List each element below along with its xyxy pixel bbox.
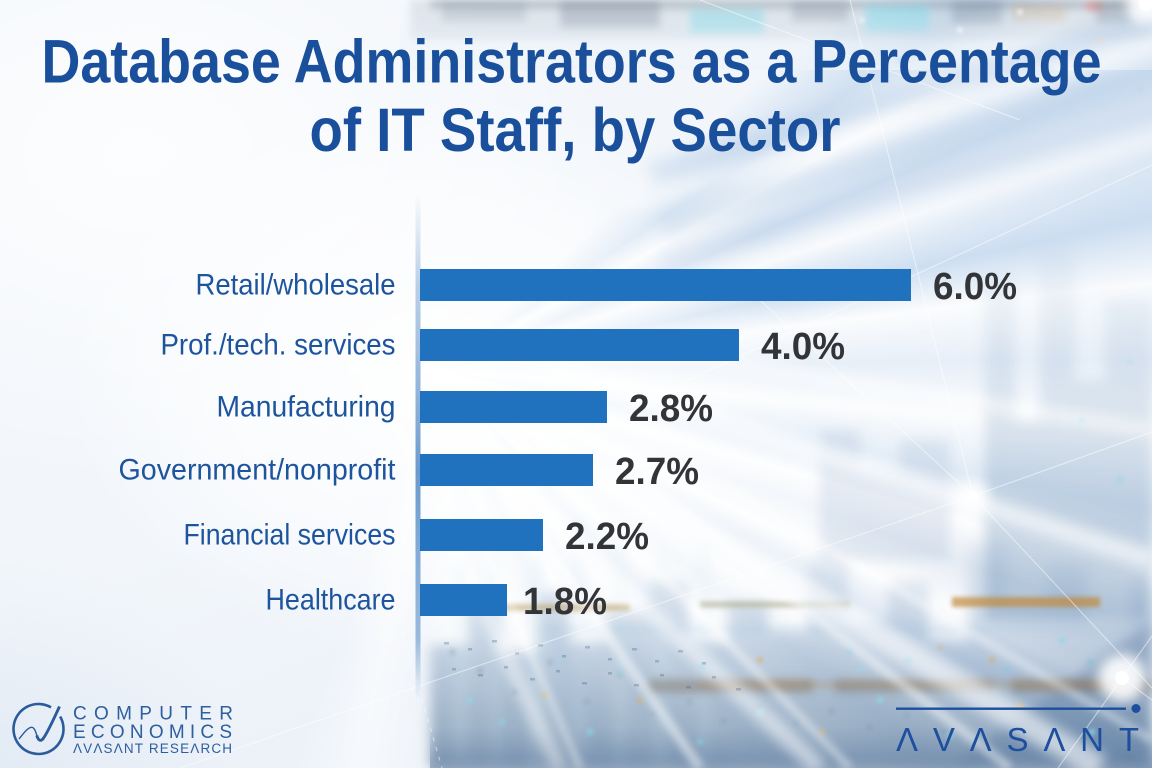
- svg-text:of IT Staff, by Sector: of IT Staff, by Sector: [310, 96, 841, 164]
- svg-text:Database Administrators as a P: Database Administrators as a Percentage: [42, 28, 1102, 96]
- svg-text:2.2%: 2.2%: [565, 516, 649, 558]
- svg-text:ΛVΛSΛNT: ΛVΛSΛNT: [896, 721, 1139, 758]
- svg-text:Healthcare: Healthcare: [266, 584, 396, 617]
- svg-text:4.0%: 4.0%: [761, 326, 845, 368]
- svg-text:Retail/wholesale: Retail/wholesale: [196, 269, 396, 302]
- svg-text:1.8%: 1.8%: [523, 581, 607, 623]
- svg-text:Manufacturing: Manufacturing: [217, 391, 396, 424]
- svg-text:ECONOMICS: ECONOMICS: [73, 722, 232, 743]
- svg-text:Government/nonprofit: Government/nonprofit: [119, 454, 397, 487]
- svg-text:Financial services: Financial services: [184, 519, 396, 552]
- svg-text:2.7%: 2.7%: [615, 451, 699, 493]
- svg-text:Prof./tech. services: Prof./tech. services: [161, 329, 396, 362]
- svg-text:6.0%: 6.0%: [933, 266, 1017, 308]
- svg-text:2.8%: 2.8%: [629, 388, 713, 430]
- svg-text:ΛVΛSΛNT RESEΛRCH: ΛVΛSΛNT RESEΛRCH: [73, 741, 232, 756]
